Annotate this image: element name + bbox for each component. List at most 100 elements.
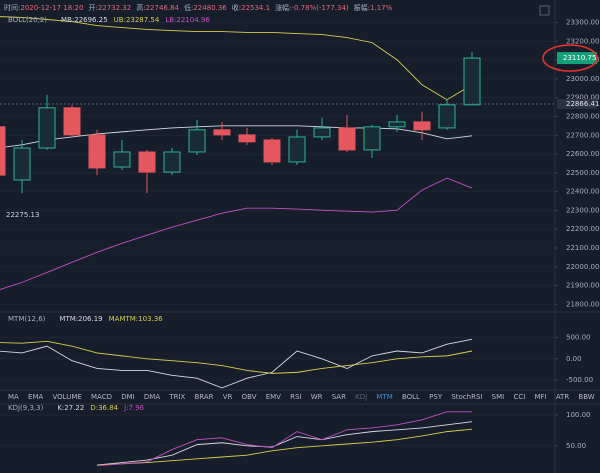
indicator-tab[interactable]: MACD bbox=[91, 393, 112, 401]
indicator-tab[interactable]: RSI bbox=[290, 393, 301, 401]
candle-body bbox=[13, 147, 31, 181]
indicator-tab[interactable]: BBW bbox=[578, 393, 594, 401]
candle-body bbox=[363, 126, 381, 151]
y-tick-label: 0.00 bbox=[566, 355, 582, 363]
legend-entry: K:27.22 bbox=[57, 404, 84, 412]
indicator-line bbox=[0, 177, 473, 290]
candle-body bbox=[0, 126, 6, 176]
indicator-tab[interactable]: OBV bbox=[242, 393, 257, 401]
legend-entry: MTM:206.19 bbox=[59, 315, 102, 323]
candle-body bbox=[463, 57, 481, 106]
y-tick-label: 22300.00 bbox=[566, 206, 599, 214]
candle-body bbox=[288, 136, 306, 163]
info-value: 2020-12-17 18:20 bbox=[20, 4, 83, 12]
indicator-tab[interactable]: VR bbox=[223, 393, 233, 401]
indicator-tab[interactable]: EMV bbox=[266, 393, 281, 401]
y-tick-label: 21800.00 bbox=[566, 300, 599, 308]
legend-entry: MAMTM:103.36 bbox=[109, 315, 164, 323]
price-line-label: 22866.41 bbox=[566, 100, 599, 108]
indicator-tab[interactable]: KDJ bbox=[355, 393, 367, 401]
legend-entry: MB:22696.25 bbox=[61, 16, 108, 24]
info-value: 1.17% bbox=[370, 4, 393, 12]
y-tick-label: 100.00 bbox=[566, 411, 591, 419]
y-tick-label: 500.00 bbox=[566, 333, 591, 341]
indicator-tab[interactable]: EMA bbox=[28, 393, 43, 401]
y-tick-label: 21900.00 bbox=[566, 282, 599, 290]
indicator-line bbox=[96, 421, 473, 466]
indicator-tab[interactable]: WR bbox=[311, 393, 323, 401]
candle-body bbox=[438, 104, 456, 129]
legend-entry: UB:23287.54 bbox=[114, 16, 160, 24]
info-value: 22746.84 bbox=[146, 4, 180, 12]
indicator-tab[interactable]: BRAR bbox=[195, 393, 214, 401]
indicator-line bbox=[0, 340, 473, 374]
y-tick-label: 23200.00 bbox=[566, 37, 599, 45]
y-tick-label: 22700.00 bbox=[566, 131, 599, 139]
info-label: 开: bbox=[88, 4, 97, 12]
panel-title: BOLL(20,2) bbox=[8, 16, 47, 24]
highlight-circle bbox=[542, 44, 598, 72]
info-label: 收: bbox=[232, 3, 241, 12]
current-price-label: 23110.75 bbox=[563, 54, 596, 62]
indicator-tab[interactable]: SAR bbox=[332, 393, 346, 401]
indicator-tab[interactable]: StochRSI bbox=[451, 393, 482, 401]
indicator-tabs: MA EMA VOLUME MACD DMI DMA TRIX BRAR VR OBV EMV RSI… bbox=[8, 393, 595, 401]
indicator-tab[interactable]: DMA bbox=[144, 393, 160, 401]
legend-entry: D:36.84 bbox=[90, 404, 118, 412]
candle-body bbox=[413, 121, 431, 131]
y-tick-label: 22400.00 bbox=[566, 188, 599, 196]
y-tick-label: 22100.00 bbox=[566, 244, 599, 252]
legend-entry: J:7.96 bbox=[123, 404, 145, 412]
candle-body bbox=[238, 134, 256, 143]
indicator-line bbox=[96, 428, 473, 466]
info-value: -0.78%(-177.34) bbox=[291, 4, 349, 12]
candle-body bbox=[263, 139, 281, 163]
indicator-tab[interactable]: MTM bbox=[376, 393, 392, 401]
y-tick-label: -500.00 bbox=[566, 376, 593, 384]
candle-body bbox=[138, 151, 156, 173]
y-tick-label: 50.00 bbox=[566, 442, 586, 450]
y-tick-label: 22500.00 bbox=[566, 169, 599, 177]
indicator-tab[interactable]: PSY bbox=[429, 393, 443, 401]
y-tick-label: 22000.00 bbox=[566, 263, 599, 271]
candle-body bbox=[338, 127, 356, 151]
indicator-tab[interactable]: CCI bbox=[513, 393, 525, 401]
candle-body bbox=[63, 107, 81, 136]
candle-body bbox=[388, 121, 406, 128]
indicator-tab[interactable]: VOLUME bbox=[52, 393, 81, 401]
panel-title: KDJ(9,3,3) bbox=[8, 404, 44, 412]
legend-entry: LB:22104.96 bbox=[165, 16, 210, 24]
indicator-tab[interactable]: MFI bbox=[534, 393, 546, 401]
info-label: 低: bbox=[184, 3, 193, 12]
candle-body bbox=[38, 107, 56, 149]
info-value: 22534.1 bbox=[241, 4, 270, 12]
current-price-box bbox=[557, 52, 597, 65]
indicator-line bbox=[96, 411, 472, 467]
indicator-tab[interactable]: BOLL bbox=[402, 393, 420, 401]
info-label: 涨幅: bbox=[275, 3, 291, 12]
y-tick-label: 23000.00 bbox=[566, 75, 599, 83]
info-label: 振幅: bbox=[354, 3, 370, 12]
candle-body bbox=[113, 151, 131, 168]
y-tick-label: 23300.00 bbox=[566, 19, 599, 27]
plots bbox=[0, 16, 555, 467]
indicator-line bbox=[0, 338, 473, 389]
candle-body bbox=[313, 127, 331, 138]
info-value: 22480.36 bbox=[193, 4, 227, 12]
y-tick-label: 22900.00 bbox=[566, 94, 599, 102]
info-value: 22732.32 bbox=[98, 4, 131, 12]
fullscreen-icon[interactable] bbox=[539, 5, 550, 16]
y-tick-label: 22800.00 bbox=[566, 112, 599, 120]
indicator-tab[interactable]: DMI bbox=[121, 393, 135, 401]
indicator-tab[interactable]: ATR bbox=[556, 393, 570, 401]
indicator-tab[interactable]: TRIX bbox=[168, 393, 185, 401]
indicator-tab[interactable]: SMI bbox=[492, 393, 505, 401]
panel-title: MTM(12,6) bbox=[8, 315, 46, 323]
candle-body bbox=[188, 129, 206, 153]
header-bar: 时间: 2020-12-17 18:20 开: 22732.32 高: 22746.84 低… bbox=[4, 3, 393, 12]
info-label: 时间: bbox=[4, 3, 20, 12]
overlay: 21800.00 21900.00 22000.00 22100.00 22200.00… bbox=[6, 16, 599, 450]
indicator-tab[interactable]: MA bbox=[8, 393, 19, 401]
